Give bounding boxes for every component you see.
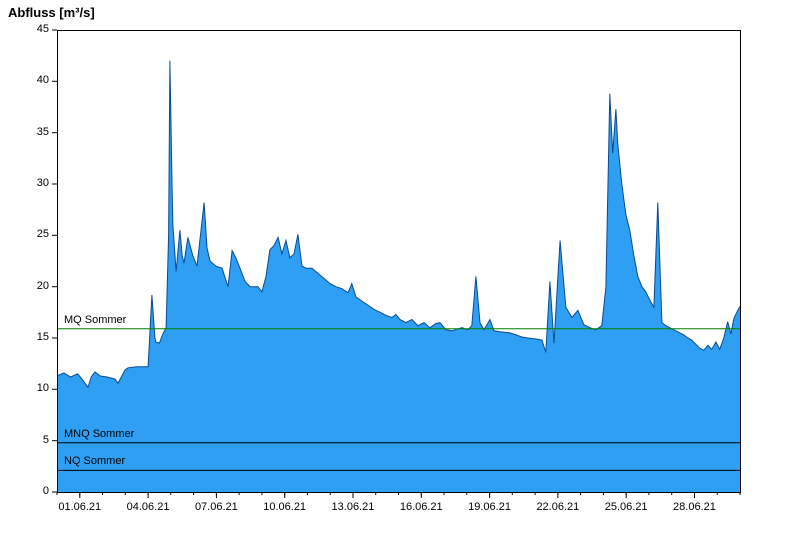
discharge-line [56,60,741,389]
chart-title: Abfluss [m³/s] [8,5,95,20]
discharge-area [57,60,740,493]
